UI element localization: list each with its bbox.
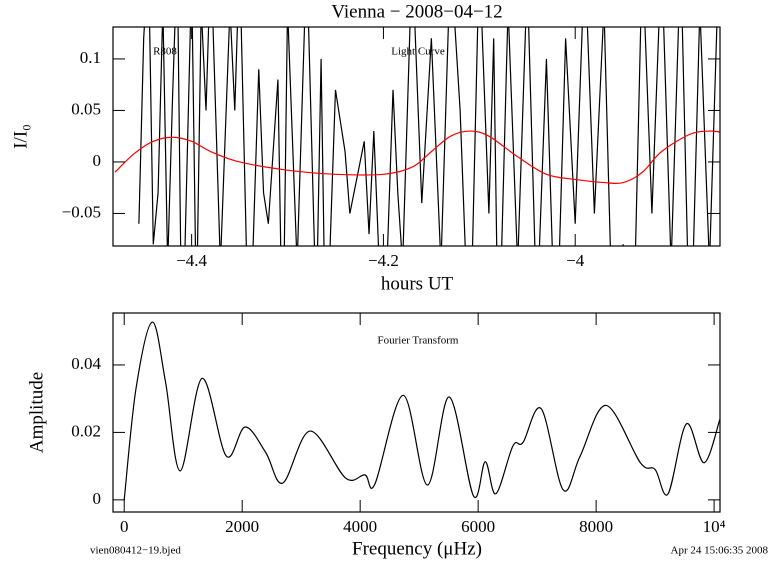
x-tick-label: 6000 (461, 517, 495, 536)
y-tick-label: −0.05 (62, 202, 101, 221)
chart-title: Vienna − 2008−04−12 (331, 1, 502, 22)
x-tick-label: 4000 (343, 517, 377, 536)
x-tick-label: −4 (566, 251, 585, 270)
annotation: Fourier Transform (378, 335, 459, 347)
y-axis-label: Amplitude (26, 372, 47, 453)
data-line (114, 130, 720, 185)
plot-frame (112, 26, 721, 247)
x-tick-label: 0 (120, 517, 129, 536)
y-tick-label: 0 (93, 151, 102, 170)
y-tick-label: 0.02 (71, 421, 101, 440)
x-tick-label: 2000 (225, 517, 259, 536)
x-tick-label: −4.2 (368, 251, 399, 270)
x-tick-label: 8000 (579, 517, 613, 536)
data-line (123, 321, 720, 500)
y-tick-label: 0.05 (71, 99, 101, 118)
footer-right: Apr 24 15:06:35 2008 (671, 545, 768, 557)
annotation: Light Curve (391, 46, 445, 58)
y-tick-label: 0.04 (71, 354, 101, 373)
x-tick-label: −4.4 (176, 251, 207, 270)
y-tick-label: 0.1 (80, 48, 101, 67)
x-tick-label: 10⁴ (703, 517, 726, 536)
footer-left: vien080412−19.bjed (90, 545, 181, 557)
annotation: R808 (153, 46, 177, 58)
y-axis-label: I/I₀ (10, 124, 31, 149)
x-axis-label: Frequency (μHz) (352, 538, 482, 559)
y-tick-label: 0 (93, 489, 102, 508)
data-line (138, 27, 718, 246)
x-axis-label: hours UT (381, 273, 454, 294)
plot-frame (112, 312, 721, 513)
